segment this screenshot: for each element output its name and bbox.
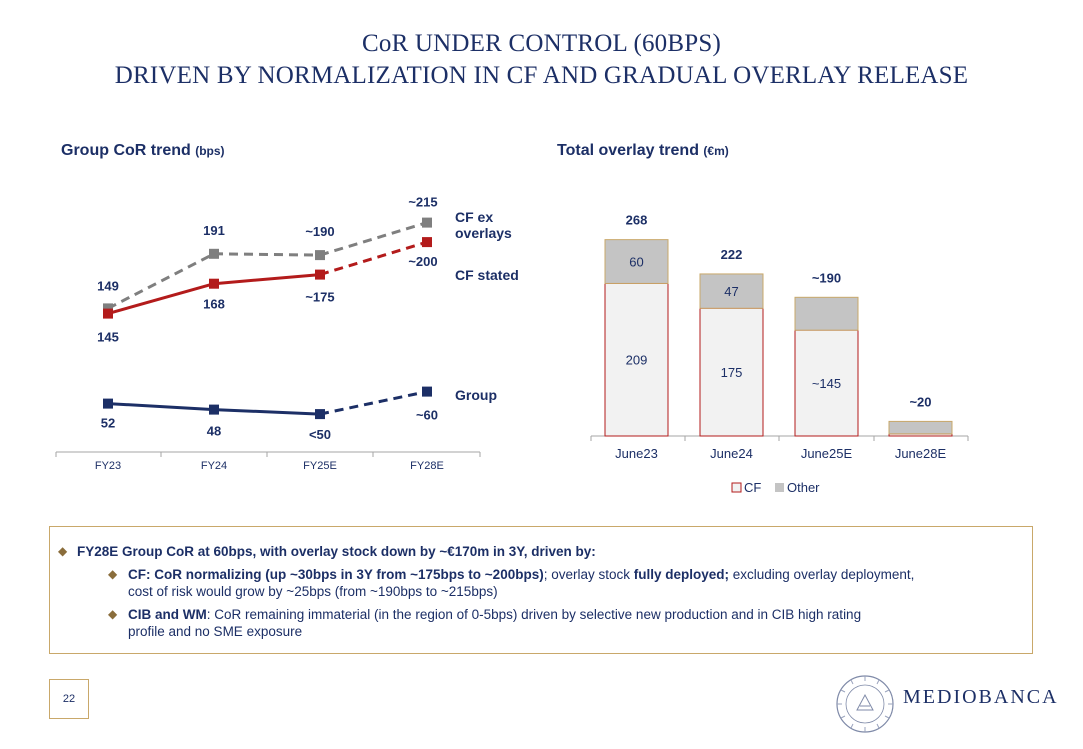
bullet-cib-line2: profile and no SME exposure [128,624,303,639]
bar-segment-cf [604,282,669,437]
series-segment-group [107,402,215,412]
data-label: 149 [97,278,119,293]
bar-segment-other [794,296,859,331]
bar-x-tick-label: June23 [615,446,658,461]
data-label: 145 [97,330,119,345]
bullet-diamond-icon: ◆ [58,544,68,558]
bar-label-cf: 175 [721,365,743,380]
bar-total-label: ~190 [812,270,841,285]
legend-label: Group [455,387,497,403]
data-label: ~200 [408,254,437,269]
data-point-marker [422,237,432,248]
legend-label: overlays [455,225,512,241]
series-segment-group [213,408,321,416]
data-label: 168 [203,297,225,312]
series-segment-group [319,390,428,416]
legend-label-cf: CF [744,480,761,495]
bar-total-label: 268 [626,213,648,228]
line-chart-title-text: Group CoR trend [61,142,191,159]
bullet-cf: CF: CoR normalizing (up ~30bps in 3Y fro… [128,566,1028,583]
data-point-marker [103,303,113,314]
data-point-marker [422,386,432,397]
bar-segment-cf [794,329,859,437]
line-chart-unit: (bps) [195,144,225,158]
data-label: 52 [101,416,115,431]
bar-chart-title: Total overlay trend (€m) [557,142,729,160]
data-label: <50 [309,427,331,442]
bar-x-tick-label: June24 [710,446,753,461]
series-segment-cf-ex-overlays [213,252,321,257]
bar-segment-other [699,273,764,309]
mediobanca-seal-icon [836,675,894,733]
data-label: ~175 [305,290,334,305]
data-label: 191 [203,223,225,238]
bullet-cf-line2: cost of risk would grow by ~25bps (from … [128,584,498,599]
series-segment-cf-stated [319,240,428,277]
series-segment-cf-ex-overlays [107,252,215,310]
bar-label-other: 60 [629,255,643,270]
bar-x-tick-label: June28E [895,446,947,461]
bar-chart-unit: (€m) [703,144,729,158]
bar-label-cf: 209 [626,353,648,368]
line-x-tick-label: FY24 [201,460,227,472]
data-point-marker [209,278,219,289]
commentary-box [49,526,1033,654]
legend-label: CF stated [455,267,519,283]
bullet-cib: CIB and WM: CoR remaining immaterial (in… [128,606,1028,623]
data-label: 48 [207,424,221,439]
legend-label-other: Other [787,480,820,495]
data-point-marker [209,404,219,415]
page-number: 22 [49,679,89,719]
bar-segment-other [604,239,669,284]
slide-title-line1: CoR UNDER CONTROL (60BPS) [362,30,721,57]
series-segment-cf-stated [107,282,215,316]
bullet-cf-bold2: fully deployed; [633,567,730,582]
series-segment-cf-ex-overlays [319,221,428,257]
bar-label-cf: ~145 [812,376,841,391]
bullet-cf-bold: CF: CoR normalizing (up ~30bps in 3Y fro… [128,567,544,582]
data-point-marker [209,248,219,259]
bullet-main: FY28E Group CoR at 60bps, with overlay s… [77,544,596,559]
data-label: ~215 [408,195,437,210]
legend-label: CF ex [455,209,493,225]
series-segment-cf-stated [213,273,321,286]
bar-segment-cf [699,307,764,437]
line-x-tick-label: FY28E [410,460,444,472]
bullet-diamond-icon: ◆ [108,607,118,621]
bar-total-label: ~20 [909,394,931,409]
bullet-cf-text: ; overlay stock [543,567,634,582]
line-x-tick-label: FY23 [95,460,121,472]
bar-total-label: 222 [721,247,743,262]
data-label: ~190 [305,224,334,239]
data-point-marker [103,308,113,319]
bullet-diamond-icon: ◆ [108,567,118,581]
bullet-cf-text2: excluding overlay deployment, [729,567,915,582]
data-label: ~60 [416,408,438,423]
logo-wordmark: MEDIOBANCA [903,686,1059,708]
bar-segment-other [888,420,953,435]
line-x-tick-label: FY25E [303,460,337,472]
line-chart-title: Group CoR trend (bps) [61,142,225,160]
bar-label-other: 47 [724,284,738,299]
data-point-marker [103,398,113,409]
bullet-cib-text: : CoR remaining immaterial (in the regio… [206,607,862,622]
legend-swatch-other [775,483,784,492]
legend-swatch-cf [731,482,742,493]
bar-x-tick-label: June25E [801,446,853,461]
bar-chart-title-text: Total overlay trend [557,142,699,159]
data-point-marker [315,250,325,261]
data-point-marker [315,269,325,280]
data-point-marker [315,409,325,420]
slide-title-line2: DRIVEN BY NORMALIZATION IN CF AND GRADUA… [114,62,969,89]
data-point-marker [422,217,432,228]
bullet-cib-bold: CIB and WM [128,607,207,622]
